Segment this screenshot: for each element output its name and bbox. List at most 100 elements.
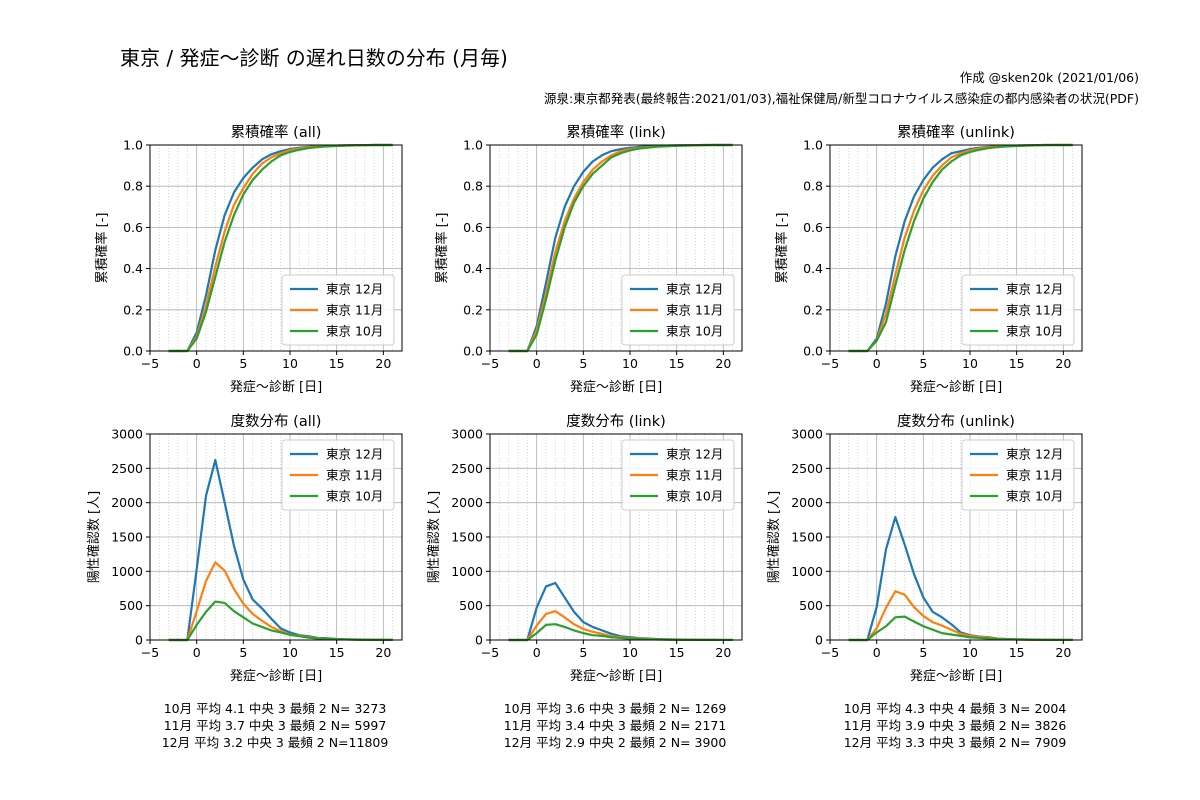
x-tick-label: 10	[962, 645, 978, 660]
stats-link: 10月 平均 3.6 中央 3 最頻 2 N= 1269 11月 平均 3.4 …	[465, 700, 765, 751]
y-tick-label: 0.0	[123, 344, 143, 359]
y-tick-label: 1.0	[463, 138, 483, 153]
x-tick-label: 15	[669, 356, 685, 371]
chart-title: 度数分布 (all)	[231, 413, 322, 430]
x-tick-label: 10	[962, 356, 978, 371]
chart-title: 累積確率 (unlink)	[897, 124, 1015, 141]
x-axis-label: 発症～診断 [日]	[910, 668, 1002, 684]
legend-label: 東京 12月	[666, 447, 723, 462]
chart-panel: −5 0 5 10 15 20 0.0 0.2 0.4 0.6 0.8 1.0 累積確率 (all) 発症…	[94, 124, 403, 395]
x-tick-label: 15	[329, 356, 345, 371]
x-tick-label: 0	[193, 645, 201, 660]
x-tick-label: 20	[1055, 356, 1071, 371]
x-tick-label: 20	[375, 356, 391, 371]
legend-label: 東京 10月	[1006, 324, 1063, 339]
x-tick-label: 0	[533, 356, 541, 371]
x-axis-label: 発症～診断 [日]	[570, 379, 662, 395]
legend-label: 東京 12月	[1006, 447, 1063, 462]
y-axis-label: 陽性確認数 [人]	[426, 491, 442, 583]
y-tick-label: 0	[135, 633, 143, 648]
x-tick-label: −5	[821, 645, 839, 660]
legend-label: 東京 11月	[1006, 303, 1063, 318]
x-tick-label: −5	[821, 356, 839, 371]
chart-title: 度数分布 (unlink)	[897, 413, 1015, 430]
x-tick-label: 20	[715, 645, 731, 660]
x-tick-label: 5	[919, 356, 927, 371]
legend-label: 東京 11月	[326, 303, 383, 318]
x-tick-label: 20	[1055, 645, 1071, 660]
y-tick-label: 0.2	[123, 302, 143, 317]
x-tick-label: 15	[329, 645, 345, 660]
y-tick-label: 0.8	[463, 179, 483, 194]
x-axis-label: 発症～診断 [日]	[570, 668, 662, 684]
x-tick-label: 0	[873, 356, 881, 371]
y-axis-label: 累積確率 [-]	[94, 213, 110, 284]
y-tick-label: 1.0	[803, 138, 823, 153]
y-tick-label: 2500	[451, 461, 483, 476]
y-tick-label: 0.8	[803, 179, 823, 194]
x-tick-label: 20	[375, 645, 391, 660]
y-axis-label: 累積確率 [-]	[774, 213, 790, 284]
y-tick-label: 500	[119, 598, 143, 613]
legend-label: 東京 10月	[666, 324, 723, 339]
y-tick-label: 0.0	[803, 344, 823, 359]
y-tick-label: 3000	[791, 427, 823, 442]
legend-box	[621, 274, 735, 346]
legend-label: 東京 10月	[326, 324, 383, 339]
stats-all: 10月 平均 4.1 中央 3 最頻 2 N= 3273 11月 平均 3.7 …	[125, 700, 425, 751]
stats-line: 10月 平均 3.6 中央 3 最頻 2 N= 1269	[503, 701, 727, 716]
y-axis-label: 陽性確認数 [人]	[766, 491, 782, 583]
source-text: 源泉:東京都発表(最終報告:2021/01/03),福祉保健局/新型コロナウイル…	[543, 91, 1139, 106]
legend-label: 東京 11月	[666, 468, 723, 483]
chart-panel: −5 0 5 10 15 20 0.0 0.2 0.4 0.6 0.8 1.0 累積確率 (link) 発…	[434, 124, 743, 395]
x-tick-label: 10	[622, 356, 638, 371]
x-tick-label: 10	[282, 356, 298, 371]
x-tick-label: −5	[481, 356, 499, 371]
credit-text: 作成 @sken20k (2021/01/06)	[959, 70, 1139, 85]
x-tick-label: 15	[1009, 356, 1025, 371]
y-axis-label: 累積確率 [-]	[434, 213, 450, 284]
stats-line: 12月 平均 3.3 中央 3 最頻 2 N= 7909	[843, 735, 1067, 750]
chart-title: 累積確率 (all)	[231, 124, 322, 141]
y-tick-label: 1500	[111, 530, 143, 545]
legend-label: 東京 10月	[1006, 489, 1063, 504]
y-tick-label: 1500	[451, 530, 483, 545]
y-tick-label: 0.6	[463, 220, 483, 235]
x-tick-label: 15	[1009, 645, 1025, 660]
y-tick-label: 2500	[111, 461, 143, 476]
stats-line: 11月 平均 3.9 中央 3 最頻 2 N= 3826	[843, 718, 1067, 733]
y-tick-label: 0.0	[463, 344, 483, 359]
stats-line: 12月 平均 3.2 中央 3 最頻 2 N=11809	[161, 735, 389, 750]
y-tick-label: 0.4	[123, 261, 143, 276]
legend-box	[621, 439, 735, 511]
stats-unlink: 10月 平均 4.3 中央 4 最頻 3 N= 2004 11月 平均 3.9 …	[805, 700, 1105, 751]
x-tick-label: 0	[533, 645, 541, 660]
legend-label: 東京 12月	[326, 447, 383, 462]
y-tick-label: 0	[815, 633, 823, 648]
chart-title: 度数分布 (link)	[566, 413, 666, 430]
chart-title: 累積確率 (link)	[566, 124, 666, 141]
x-tick-label: 5	[579, 356, 587, 371]
y-tick-label: 0	[475, 633, 483, 648]
y-tick-label: 0.6	[803, 220, 823, 235]
x-tick-label: 15	[669, 645, 685, 660]
x-tick-label: 0	[193, 356, 201, 371]
axes-frame	[829, 144, 1083, 352]
legend-label: 東京 10月	[666, 489, 723, 504]
x-tick-label: 5	[239, 356, 247, 371]
y-tick-label: 0.2	[803, 302, 823, 317]
x-axis-label: 発症～診断 [日]	[230, 668, 322, 684]
y-tick-label: 2500	[791, 461, 823, 476]
stats-line: 11月 平均 3.4 中央 3 最頻 2 N= 2171	[503, 718, 727, 733]
legend-label: 東京 12月	[666, 282, 723, 297]
legend-box	[281, 439, 395, 511]
y-tick-label: 2000	[791, 495, 823, 510]
y-tick-label: 0.8	[123, 179, 143, 194]
y-tick-label: 0.4	[803, 261, 823, 276]
